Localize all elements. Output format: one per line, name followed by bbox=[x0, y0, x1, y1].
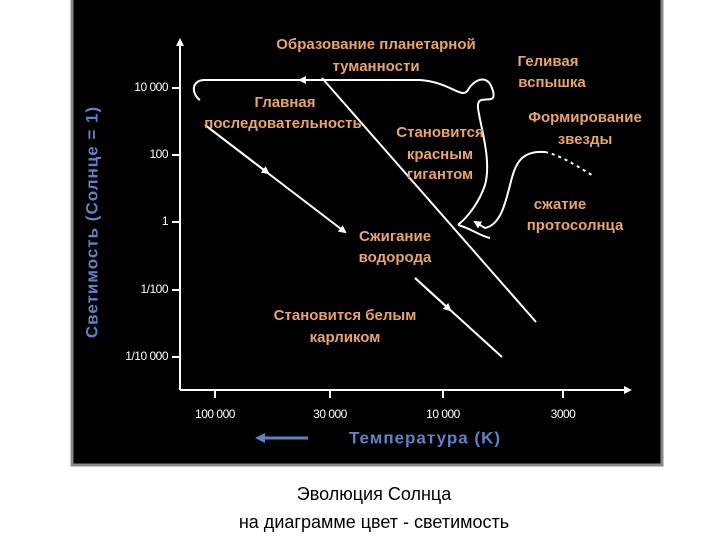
annotation: туманности bbox=[332, 58, 419, 75]
y-axis-title: Светимость (Солнце = 1) bbox=[82, 106, 101, 338]
annotation: Образование планетарной bbox=[276, 36, 475, 53]
y-tick-label: 1/100 bbox=[140, 282, 168, 296]
y-tick-label: 1/10 000 bbox=[125, 349, 169, 363]
caption: на диаграмме цвет - светимость bbox=[239, 512, 509, 532]
x-axis-title: Температура (K) bbox=[349, 428, 501, 447]
caption: Эволюция Солнца bbox=[297, 484, 452, 504]
annotation: сжатие bbox=[534, 196, 586, 213]
y-tick-marks bbox=[172, 87, 180, 358]
x-tick-label: 100 000 bbox=[195, 407, 236, 421]
main-sequence-arrow bbox=[204, 124, 270, 175]
annotation: протосолнца bbox=[527, 217, 624, 234]
x-tick-label: 30 000 bbox=[313, 407, 348, 421]
y-tick-label: 10 000 bbox=[134, 80, 169, 94]
annotation: гигантом bbox=[407, 166, 473, 183]
annotation: Становится bbox=[396, 124, 483, 141]
protosun-track bbox=[473, 150, 546, 230]
annotation: Геливая bbox=[518, 53, 579, 70]
annotation: Становится белым bbox=[274, 307, 417, 324]
annotation: последовательность bbox=[204, 115, 361, 132]
nebula-track bbox=[321, 77, 537, 323]
annotation: Сжигание bbox=[359, 228, 431, 245]
white-dwarf-arrow bbox=[414, 277, 452, 312]
annotation: Формирование bbox=[528, 109, 642, 126]
x-tick-label: 3000 bbox=[551, 407, 577, 421]
giant-branch bbox=[457, 224, 491, 239]
diagram-frame bbox=[70, 0, 664, 467]
annotation: водорода bbox=[359, 249, 432, 266]
annotation: карликом bbox=[310, 329, 381, 346]
x-tick-label: 10 000 bbox=[426, 407, 461, 421]
y-tick-label: 100 bbox=[149, 147, 168, 161]
y-tick-label: 1 bbox=[162, 214, 169, 228]
annotation: вспышка bbox=[518, 74, 586, 91]
annotation: звезды bbox=[558, 131, 613, 148]
x-tick-marks bbox=[214, 390, 564, 398]
annotation: красным bbox=[407, 146, 473, 163]
annotation: Главная bbox=[254, 94, 315, 111]
